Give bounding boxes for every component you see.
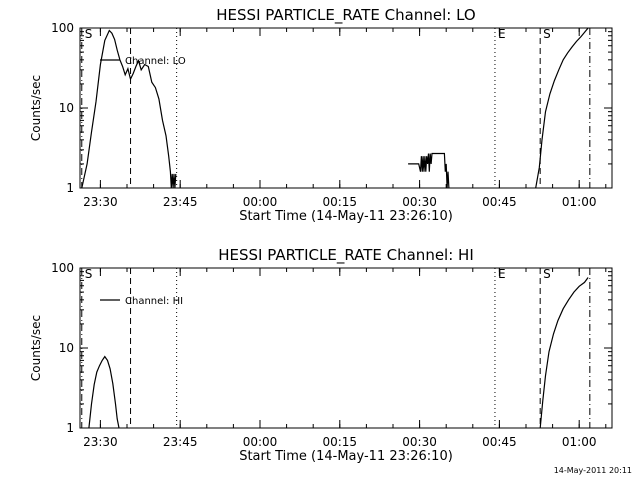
x-tick-label: 01:00 (562, 435, 597, 449)
plot-frame (79, 267, 613, 429)
event-marker-label: S (543, 267, 551, 281)
chart-title: HESSI PARTICLE_RATE Channel: HI (218, 246, 474, 265)
event-marker-label: S (85, 267, 93, 281)
y-axis-label: Counts/sec (29, 75, 43, 141)
y-axis-label: Counts/sec (29, 315, 43, 381)
series-line (408, 152, 450, 189)
x-tick-label: 00:15 (322, 435, 357, 449)
event-marker-label: S (85, 27, 93, 41)
x-tick-label: 23:45 (163, 195, 198, 209)
panel-hi: HESSI PARTICLE_RATE Channel: HI Counts/se… (29, 246, 613, 464)
y-tick-label: 1 (66, 421, 74, 435)
event-marker-label: S (543, 27, 551, 41)
x-tick-label: 01:00 (562, 195, 597, 209)
y-tick-label: 10 (59, 101, 74, 115)
x-tick-label: 23:45 (163, 435, 198, 449)
x-tick-label: 00:45 (482, 435, 517, 449)
y-tick-label: 100 (51, 261, 74, 275)
y-tick-label: 100 (51, 21, 74, 35)
legend-label: Channel: LO (125, 56, 186, 67)
panel-lo: HESSI PARTICLE_RATE Channel: LO Counts/se… (29, 6, 613, 224)
x-tick-label: 00:30 (402, 435, 437, 449)
series-line (81, 29, 177, 189)
plot-frame (79, 27, 613, 189)
chart-title: HESSI PARTICLE_RATE Channel: LO (216, 6, 475, 25)
series-line (539, 277, 589, 429)
series-line (535, 27, 589, 189)
x-tick-label: 23:30 (83, 195, 118, 209)
x-axis-label: Start Time (14-May-11 23:26:10) (239, 449, 453, 464)
event-marker-label: E (498, 267, 506, 281)
x-tick-label: 00:45 (482, 195, 517, 209)
legend-label: Channel: HI (125, 296, 183, 307)
timestamp: 14-May-2011 20:11 (553, 466, 632, 475)
y-tick-label: 1 (66, 181, 74, 195)
x-tick-label: 00:15 (322, 195, 357, 209)
x-tick-label: 00:00 (243, 435, 278, 449)
y-tick-label: 10 (59, 341, 74, 355)
x-tick-label: 00:30 (402, 195, 437, 209)
series-line (88, 355, 120, 429)
x-tick-label: 00:00 (243, 195, 278, 209)
event-marker-label: E (498, 27, 506, 41)
x-axis-label: Start Time (14-May-11 23:26:10) (239, 209, 453, 224)
x-tick-label: 23:30 (83, 435, 118, 449)
